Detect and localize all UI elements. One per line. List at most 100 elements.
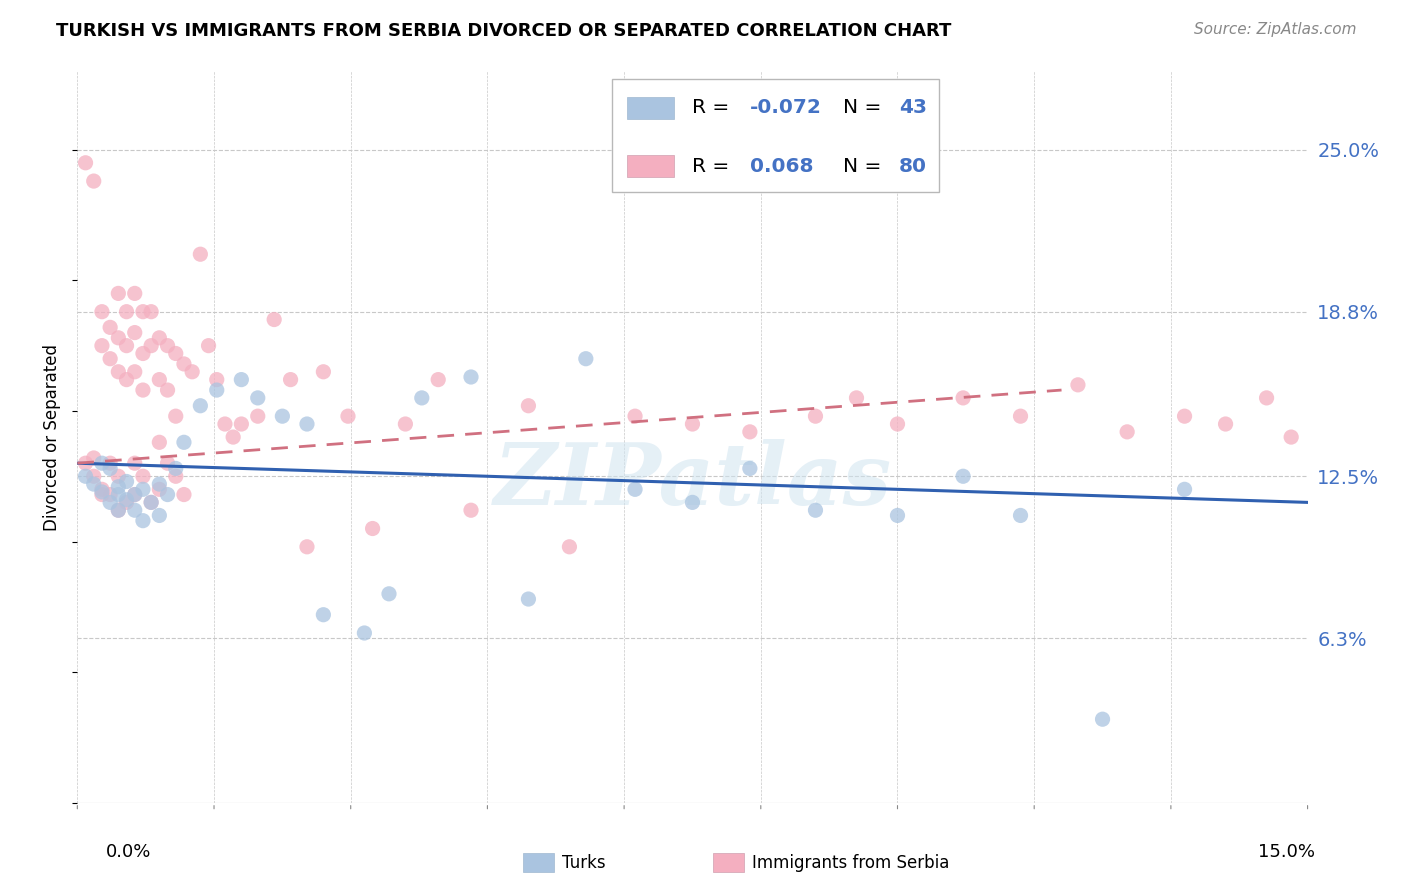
Point	[378, 587, 401, 601]
Point	[148, 373, 170, 387]
Point	[75, 456, 97, 470]
Point	[124, 487, 146, 501]
Point	[575, 351, 598, 366]
Text: 43: 43	[900, 98, 927, 118]
Point	[1313, 383, 1336, 397]
Point	[295, 540, 318, 554]
Point	[156, 487, 179, 501]
Point	[98, 351, 121, 366]
Point	[361, 521, 384, 535]
Point	[83, 450, 105, 465]
Point	[394, 417, 416, 431]
Point	[173, 357, 195, 371]
Point	[886, 508, 908, 523]
Point	[738, 461, 761, 475]
Point	[263, 312, 285, 326]
Point	[75, 156, 97, 170]
Point	[98, 487, 121, 501]
Point	[107, 331, 129, 345]
Point	[75, 469, 97, 483]
Point	[115, 373, 138, 387]
Point	[460, 503, 482, 517]
Point	[804, 409, 827, 424]
Point	[460, 370, 482, 384]
Point	[98, 456, 121, 470]
Point	[246, 391, 269, 405]
Text: TURKISH VS IMMIGRANTS FROM SERBIA DIVORCED OR SEPARATED CORRELATION CHART: TURKISH VS IMMIGRANTS FROM SERBIA DIVORC…	[56, 22, 952, 40]
Point	[271, 409, 294, 424]
Point	[132, 469, 155, 483]
Point	[1091, 712, 1114, 726]
Point	[107, 469, 129, 483]
Point	[624, 483, 647, 497]
Text: Turks: Turks	[562, 854, 606, 871]
Point	[353, 626, 375, 640]
Point	[124, 503, 146, 517]
Point	[952, 391, 974, 405]
Point	[115, 475, 138, 489]
Point	[141, 304, 163, 318]
Point	[682, 417, 704, 431]
Point	[165, 346, 187, 360]
Point	[148, 331, 170, 345]
Point	[231, 373, 253, 387]
Point	[107, 365, 129, 379]
Point	[156, 456, 179, 470]
Point	[411, 391, 433, 405]
Point	[1279, 430, 1302, 444]
Point	[558, 540, 581, 554]
Point	[107, 503, 129, 517]
Point	[132, 383, 155, 397]
Point	[173, 487, 195, 501]
Point	[141, 339, 163, 353]
Point	[107, 487, 129, 501]
Point	[624, 409, 647, 424]
Point	[115, 339, 138, 353]
Point	[90, 487, 114, 501]
Point	[738, 425, 761, 439]
Point	[1256, 391, 1278, 405]
Point	[280, 373, 302, 387]
Text: 80: 80	[900, 157, 927, 176]
Point	[165, 409, 187, 424]
Point	[141, 495, 163, 509]
Point	[90, 456, 114, 470]
Point	[165, 469, 187, 483]
Point	[83, 469, 105, 483]
Point	[124, 487, 146, 501]
Point	[124, 456, 146, 470]
Point	[188, 247, 212, 261]
Point	[427, 373, 450, 387]
Point	[682, 495, 704, 509]
Point	[337, 409, 360, 424]
Text: 15.0%: 15.0%	[1257, 843, 1315, 861]
FancyBboxPatch shape	[627, 97, 673, 119]
Text: Immigrants from Serbia: Immigrants from Serbia	[752, 854, 949, 871]
Point	[156, 383, 179, 397]
Point	[124, 326, 146, 340]
Point	[312, 607, 335, 622]
Point	[124, 365, 146, 379]
Point	[83, 477, 105, 491]
Y-axis label: Divorced or Separated: Divorced or Separated	[44, 343, 62, 531]
Point	[197, 339, 219, 353]
Text: 0.0%: 0.0%	[105, 843, 150, 861]
Point	[1215, 417, 1237, 431]
Point	[98, 461, 121, 475]
Point	[205, 383, 228, 397]
FancyBboxPatch shape	[627, 155, 673, 178]
Point	[90, 304, 114, 318]
Point	[90, 339, 114, 353]
Point	[181, 365, 204, 379]
Point	[132, 304, 155, 318]
Point	[804, 503, 827, 517]
Point	[1010, 508, 1032, 523]
Point	[148, 483, 170, 497]
Point	[173, 435, 195, 450]
Point	[83, 174, 105, 188]
Text: 0.068: 0.068	[751, 157, 814, 176]
Point	[1067, 377, 1090, 392]
Point	[132, 483, 155, 497]
Point	[517, 592, 540, 607]
Text: R =: R =	[693, 157, 742, 176]
